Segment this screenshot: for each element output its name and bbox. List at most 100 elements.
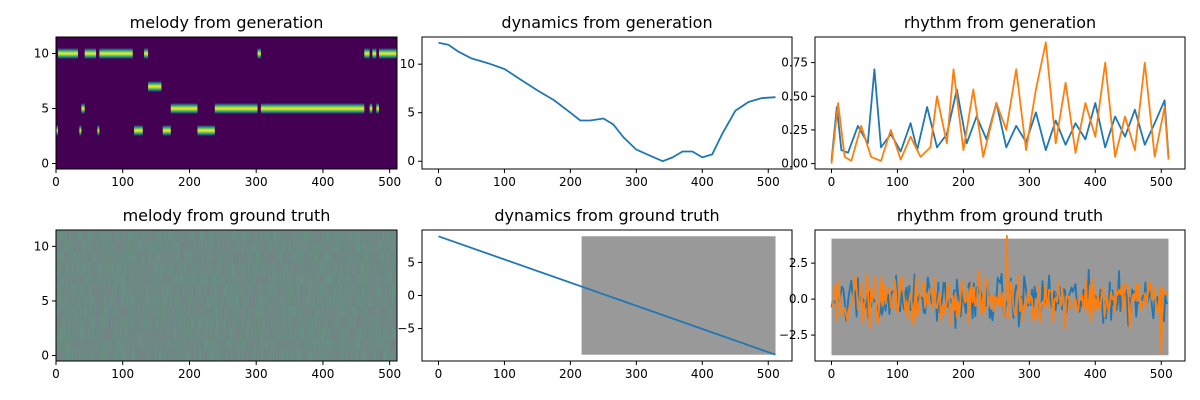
y-tick-label: 10 (34, 47, 49, 61)
x-tick-label: 200 (178, 367, 201, 381)
melody-segment-8 (144, 48, 149, 59)
melody-segment-18 (372, 48, 377, 59)
y-tick-label: 10 (34, 239, 49, 253)
y-tick-label: 5 (407, 106, 415, 120)
melody-segment-10 (162, 125, 171, 136)
x-tick-label: 500 (378, 367, 401, 381)
axes-frame (814, 229, 1186, 362)
x-tick-label: 400 (691, 367, 714, 381)
y-tick-label: 0.50 (781, 89, 808, 103)
x-tick-label: 400 (1084, 175, 1107, 189)
melody-segment-6 (99, 48, 133, 59)
y-tick-label: 2.5 (789, 256, 808, 270)
x-tick-label: 200 (559, 175, 582, 189)
melody-segment-3 (81, 103, 85, 114)
x-tick-label: 100 (493, 175, 516, 189)
x-tick-label: 400 (1084, 367, 1107, 381)
y-tick-label: 0.00 (781, 157, 808, 171)
axes-melody-ground-truth: 0 100 200 300 400 500 0 5 10 melody from ground t… (34, 206, 401, 381)
axes-frame (421, 36, 793, 170)
x-tick-label: 0 (52, 175, 60, 189)
x-tick-label: 0 (828, 367, 836, 381)
y-tick-label: 0.75 (781, 56, 808, 70)
x-tick-label: 300 (1018, 175, 1041, 189)
y-tick-label: 10 (400, 57, 415, 71)
y-tick-label: 5 (41, 102, 49, 116)
x-tick-label: 0 (52, 367, 60, 381)
y-tick-label: 0 (407, 289, 415, 303)
melody-segment-4 (84, 48, 97, 59)
melody-segment-11 (170, 103, 198, 114)
y-tick-label: 0 (41, 349, 49, 363)
x-tick-label: 400 (311, 175, 334, 189)
shaded-region (581, 236, 776, 355)
axes-frame (55, 36, 398, 170)
x-tick-label: 100 (886, 175, 909, 189)
y-tick-label: 5 (41, 294, 49, 308)
melody-segment-14 (257, 48, 261, 59)
x-tick-label: 500 (757, 175, 780, 189)
y-tick-label: 0.25 (781, 123, 808, 137)
x-tick-label: 200 (178, 175, 201, 189)
melody-segment-13 (214, 103, 258, 114)
melody-segment-2 (79, 125, 82, 136)
x-tick-label: 200 (952, 367, 975, 381)
plot-area (438, 235, 776, 356)
x-tick-label: 300 (245, 367, 268, 381)
melody-segment-15 (260, 103, 365, 114)
x-tick-label: 500 (378, 175, 401, 189)
axes-rhythm-ground-truth: 0 100 200 300 400 500 −2.5 0.0 2.5 rhythm from gr… (779, 206, 1186, 381)
plot-area (438, 41, 776, 163)
melody-segment-7 (134, 125, 143, 136)
x-tick-label: 400 (311, 367, 334, 381)
x-tick-label: 0 (435, 175, 443, 189)
x-tick-label: 100 (111, 367, 134, 381)
series-line-1 (830, 41, 1170, 164)
plot-area (56, 37, 397, 169)
plot-area (830, 41, 1170, 164)
y-tick-label: −5 (397, 322, 415, 336)
melody-segment-1 (58, 48, 79, 59)
chart-title: rhythm from generation (904, 13, 1096, 32)
melody-segment-20 (378, 48, 397, 59)
axes-dynamics-ground-truth: 0 100 200 300 400 500 −5 0 5 dynamics from ground… (397, 206, 793, 381)
y-tick-label: 5 (407, 255, 415, 269)
heatmap-background (56, 230, 397, 361)
melody-segment-19 (376, 103, 379, 114)
series-line-0 (830, 268, 1169, 330)
series-line-0 (438, 235, 776, 356)
axes-dynamics-generation: 0 100 200 300 400 500 0 5 10 dynamics from genera… (400, 13, 793, 189)
chart-title: dynamics from ground truth (494, 206, 719, 225)
y-tick-label: 0 (41, 157, 49, 171)
chart-title: rhythm from ground truth (897, 206, 1103, 225)
melody-segment-16 (364, 48, 370, 59)
x-tick-label: 100 (886, 367, 909, 381)
x-tick-label: 300 (245, 175, 268, 189)
y-tick-label: 0.0 (789, 292, 808, 306)
axes-rhythm-generation: 0 100 200 300 400 500 0.00 0.25 0.50 0.75 rhythm f… (781, 13, 1186, 189)
axes-melody-generation: 0 100 200 300 400 500 0 5 10 melody from generati… (34, 13, 401, 189)
x-tick-label: 100 (111, 175, 134, 189)
melody-segment-0 (56, 125, 59, 136)
axes-frame (55, 229, 398, 362)
melody-segment-5 (97, 125, 100, 136)
series-line-1 (830, 234, 1169, 355)
x-tick-label: 300 (625, 367, 648, 381)
axes-frame (814, 36, 1186, 170)
y-tick-label: 0 (407, 154, 415, 168)
x-tick-label: 500 (757, 367, 780, 381)
plot-area (56, 230, 397, 361)
x-tick-label: 300 (1018, 367, 1041, 381)
chart-title: dynamics from generation (501, 13, 712, 32)
x-tick-label: 0 (828, 175, 836, 189)
y-tick-label: −2.5 (779, 328, 808, 342)
x-tick-label: 500 (1150, 175, 1173, 189)
x-tick-label: 0 (435, 367, 443, 381)
x-tick-label: 500 (1150, 367, 1173, 381)
plot-area (830, 234, 1169, 356)
melody-segment-12 (197, 125, 215, 136)
x-tick-label: 400 (691, 175, 714, 189)
melody-segment-17 (369, 103, 373, 114)
x-tick-label: 200 (559, 367, 582, 381)
